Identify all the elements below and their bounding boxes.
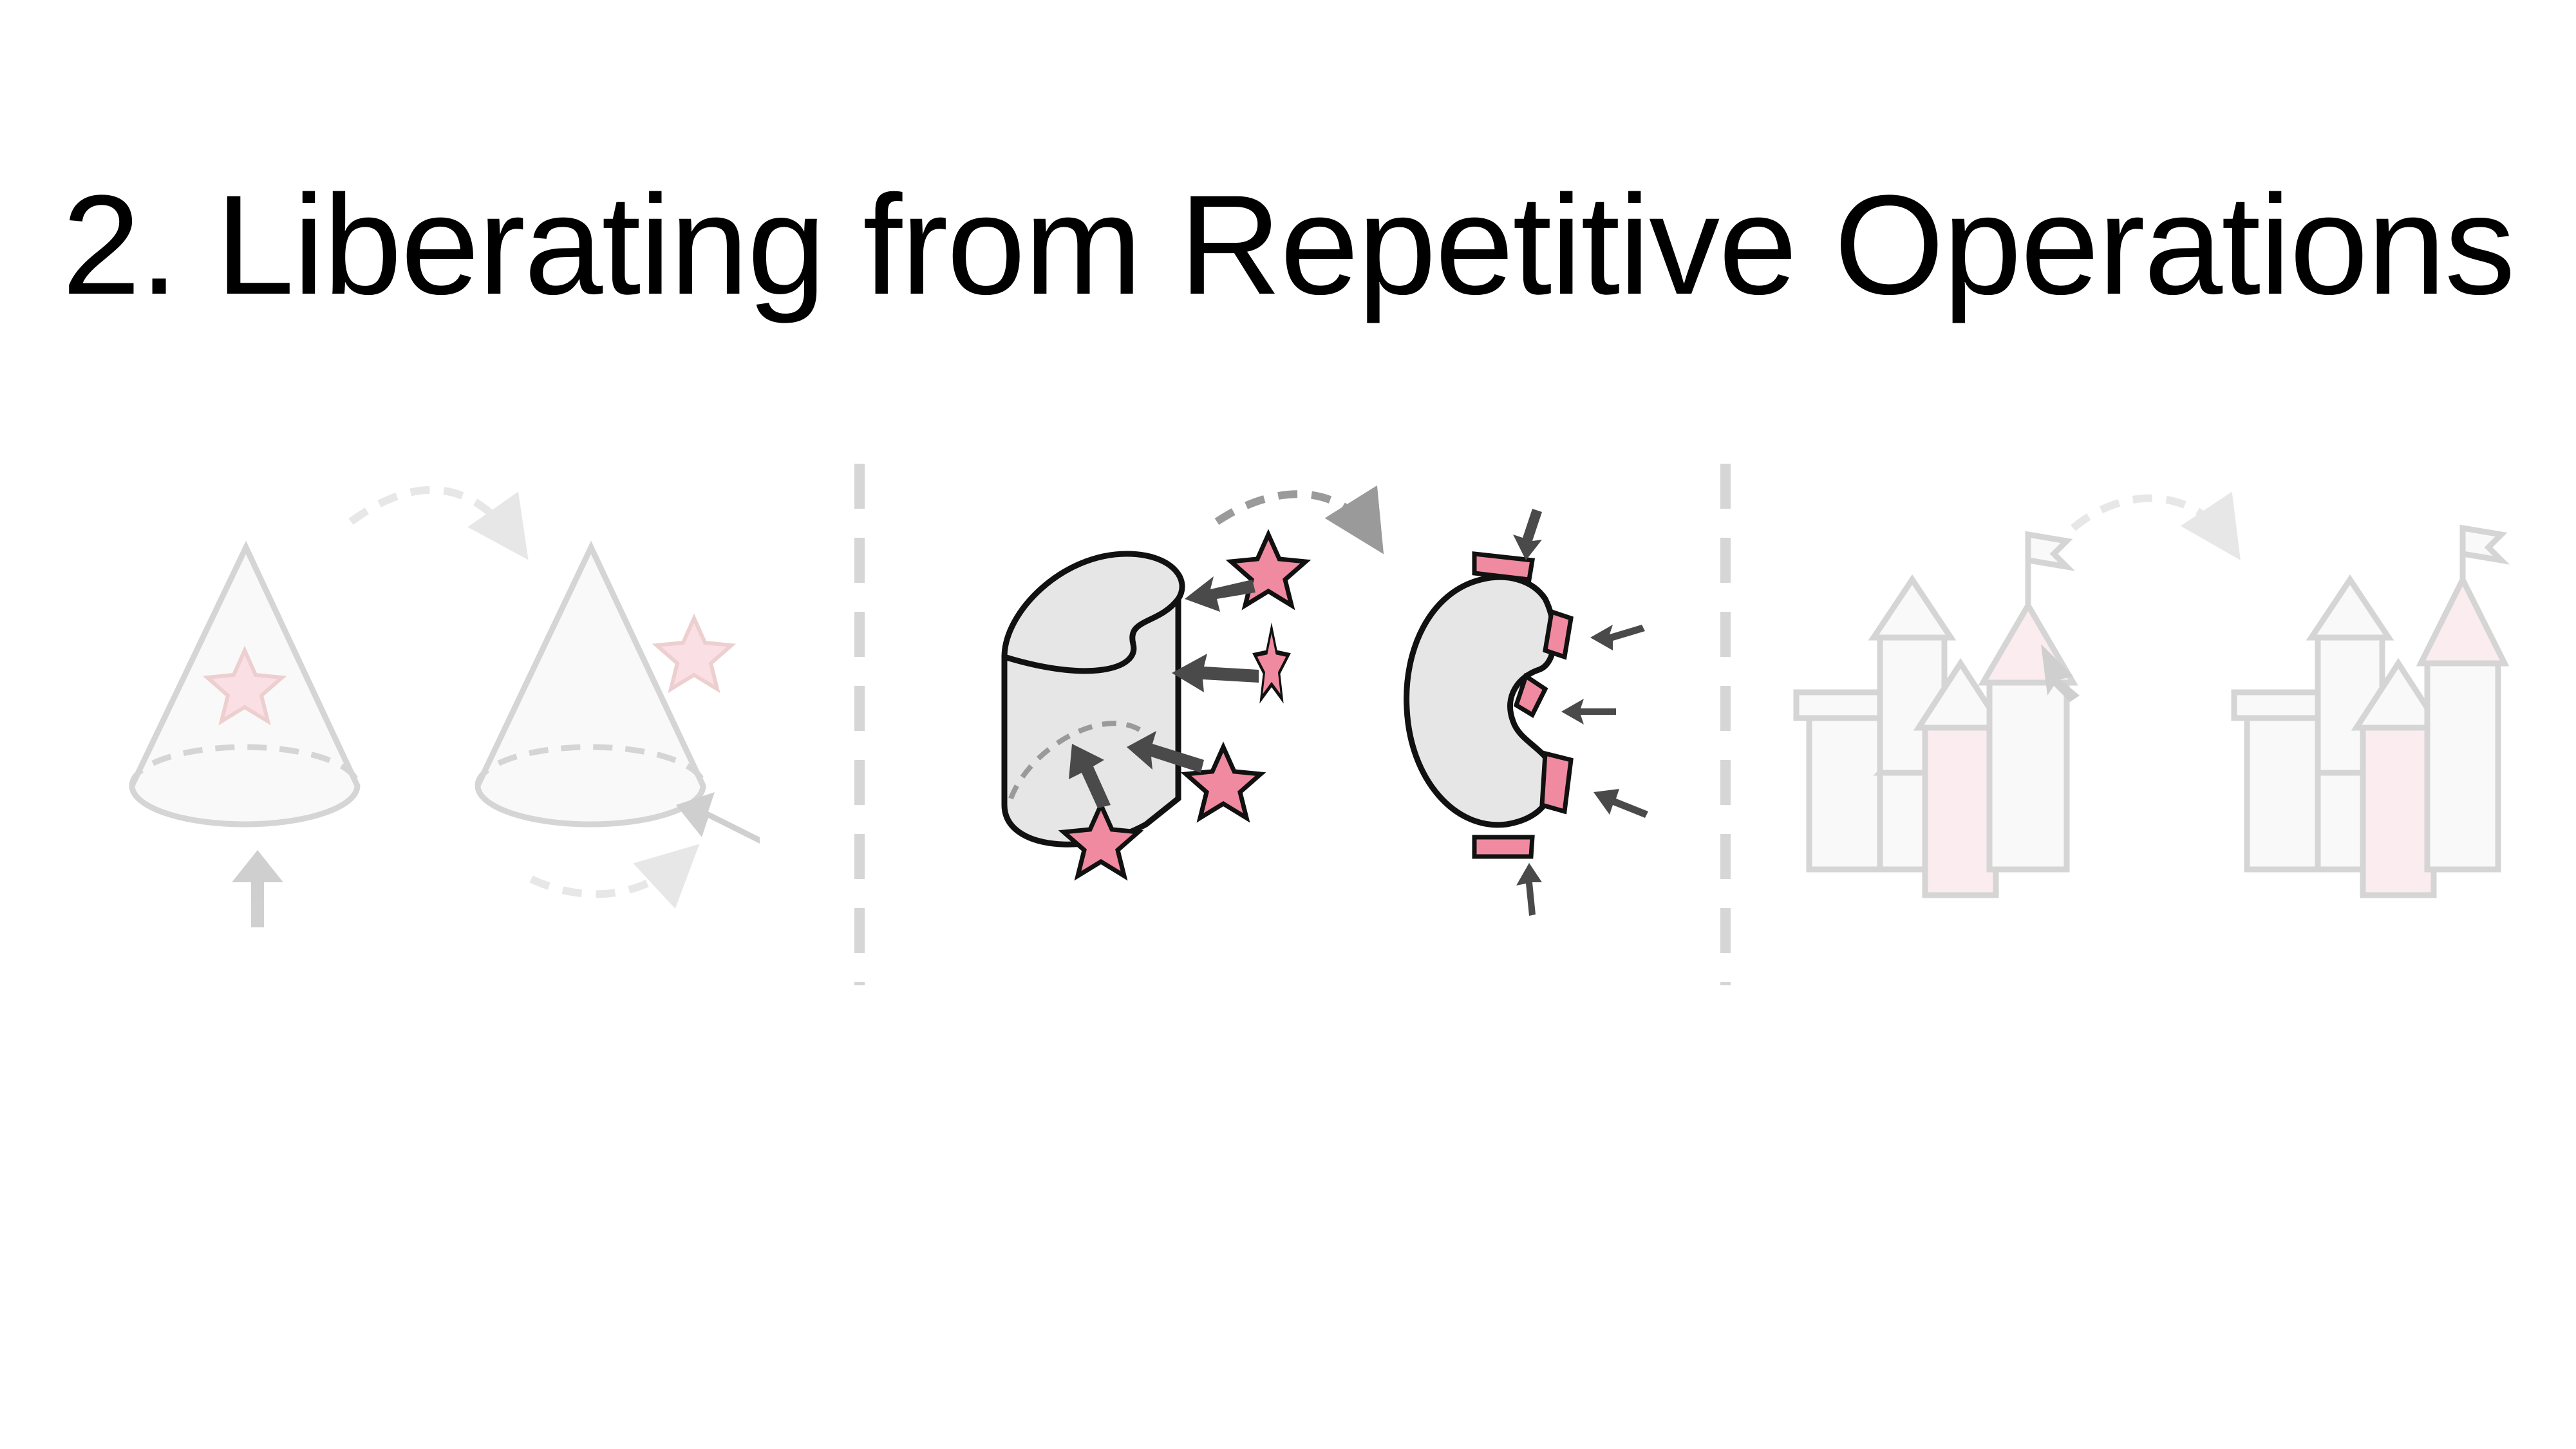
arrow-icon — [1590, 625, 1645, 650]
arrow-icon — [1561, 699, 1616, 724]
cursor-icon — [2041, 644, 2080, 702]
arrow-icon — [232, 850, 283, 927]
castle-icon — [1793, 531, 2078, 898]
arrow-icon — [1594, 789, 1648, 818]
arrow-icon — [1516, 863, 1542, 916]
panel-cone-example — [129, 486, 760, 927]
arrow-icon — [676, 792, 760, 844]
panel-cylinder-example — [1001, 485, 1648, 916]
star-icon — [1231, 535, 1306, 605]
panel-castle-example — [1793, 491, 2510, 898]
star-icon — [657, 618, 731, 689]
slide-title: 2. Liberating from Repetitive Operations — [62, 166, 2515, 324]
dashed-curve-arrow-icon — [529, 844, 700, 909]
arrow-icon — [1172, 654, 1259, 692]
arrow-icon — [1069, 744, 1111, 808]
flag-icon — [2459, 524, 2510, 565]
dashed-curve-arrow-icon — [1214, 485, 1384, 554]
arrow-icon — [1127, 731, 1204, 773]
star-icon — [1186, 747, 1261, 818]
star-icon — [1255, 628, 1288, 699]
castle-icon — [2231, 524, 2510, 898]
cross-section-shape — [1404, 509, 1648, 916]
dashed-curve-arrow-icon — [2071, 491, 2241, 560]
arrow-icon — [1513, 509, 1542, 560]
cone-icon — [475, 540, 706, 828]
arrow-icon — [1185, 576, 1255, 612]
dashed-curve-arrow-icon — [348, 486, 529, 560]
flag-icon — [2025, 531, 2076, 571]
cylinder-icon — [1001, 551, 1185, 848]
